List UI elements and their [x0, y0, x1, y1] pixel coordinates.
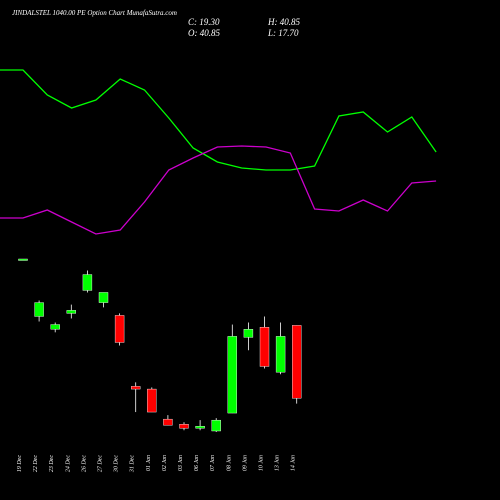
x-tick-label: 02 Jan — [162, 455, 168, 471]
candle-body — [292, 325, 302, 399]
candle-body — [259, 327, 270, 367]
candle-body — [195, 426, 205, 429]
indicator-line — [0, 69, 437, 171]
candle-body — [179, 424, 189, 429]
x-tick-label: 03 Jan — [178, 455, 184, 471]
x-tick-label: 08 Jan — [226, 455, 232, 471]
high-label: H: 40.85 — [267, 17, 300, 27]
candle-body — [243, 329, 254, 338]
candle-body — [82, 274, 93, 291]
x-tick-label: 14 Jan — [290, 455, 297, 471]
candle-body — [227, 336, 238, 414]
x-tick-label: 06 Jan — [194, 455, 200, 471]
candle-body — [114, 315, 125, 343]
candle-body — [50, 324, 60, 330]
x-tick-label: 24 Dec — [64, 455, 71, 472]
x-tick-label: 30 Dec — [114, 455, 120, 473]
x-tick-label: 07 Jan — [210, 455, 216, 471]
x-tick-label: 22 Dec — [33, 455, 39, 472]
candle-body — [163, 418, 173, 426]
candle-body — [34, 302, 44, 317]
indicator-line — [0, 145, 437, 235]
candle-body — [98, 292, 109, 303]
x-tick-label: 10 Jan — [259, 455, 265, 471]
x-tick-label: 13 Jan — [275, 455, 281, 471]
x-tick-label: 01 Jan — [146, 455, 152, 471]
x-tick-label: 19 Dec — [17, 455, 23, 472]
x-tick-label: 26 Dec — [81, 455, 87, 472]
candle-body — [211, 419, 221, 432]
candle-body — [147, 388, 157, 413]
chart-title: JINDALSTEL 1040.00 PE Option Chart Munaf… — [12, 9, 177, 17]
x-tick-label: 31 Dec — [130, 455, 136, 473]
x-tick-label: 09 Jan — [242, 455, 248, 471]
candle-body — [130, 386, 141, 390]
candle-body — [275, 336, 286, 373]
x-tick-label: 27 Dec — [98, 455, 104, 472]
close-label: C: 19.30 — [188, 17, 220, 27]
x-tick-label: 23 Dec — [49, 455, 55, 472]
low-label: L: 17.70 — [267, 28, 299, 38]
candle-body — [66, 310, 77, 314]
candle-body — [18, 258, 28, 261]
open-label: O: 40.85 — [188, 28, 220, 38]
